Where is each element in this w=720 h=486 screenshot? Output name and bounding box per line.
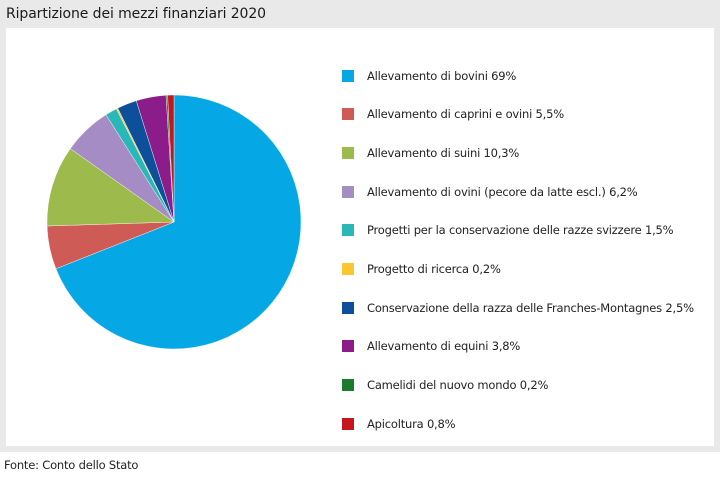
legend-item-1: Allevamento di bovini 69%	[342, 64, 712, 87]
legend-item-7: Conservazione della razza delle Franches…	[342, 296, 712, 319]
chart-legend: Allevamento di bovini 69% Allevamento di …	[342, 64, 712, 451]
pie-chart	[46, 94, 302, 350]
legend-label: Camelidi del nuovo mondo 0,2%	[367, 378, 549, 392]
legend-label: Progetto di ricerca 0,2%	[367, 261, 501, 276]
legend-item-2: Allevamento di caprini e ovini 5,5%	[342, 103, 712, 126]
legend-item-9: Camelidi del nuovo mondo 0,2%	[342, 374, 712, 397]
legend-label: Allevamento di caprini e ovini 5,5%	[367, 107, 564, 122]
legend-label: Allevamento di ovini (pecore da latte es…	[367, 184, 638, 199]
legend-swatch	[342, 185, 354, 198]
legend-swatch	[342, 340, 354, 353]
legend-item-3: Allevamento di suini 10,3%	[342, 141, 712, 164]
legend-item-10: Apicoltura 0,8%	[342, 412, 712, 435]
legend-swatch	[342, 379, 354, 391]
legend-swatch	[342, 417, 354, 430]
legend-swatch	[342, 146, 354, 159]
chart-panel: Allevamento di bovini 69% Allevamento di …	[6, 28, 714, 446]
legend-swatch	[342, 108, 354, 121]
source-note: Fonte: Conto dello Stato	[4, 458, 139, 472]
legend-label: Allevamento di bovini 69%	[367, 68, 517, 83]
pie-slice-1	[55, 94, 302, 350]
legend-label: Apicoltura 0,8%	[367, 416, 456, 431]
legend-item-4: Allevamento di ovini (pecore da latte es…	[342, 180, 712, 203]
legend-label: Allevamento di equini 3,8%	[367, 339, 521, 354]
legend-label: Progetti per la conservazione delle razz…	[367, 223, 674, 238]
legend-label: Conservazione della razza delle Franches…	[367, 300, 694, 315]
legend-swatch	[342, 224, 354, 237]
chart-frame: Ripartizione dei mezzi finanziari 2020 A…	[0, 0, 720, 452]
legend-swatch	[342, 301, 354, 314]
chart-title: Ripartizione dei mezzi finanziari 2020	[6, 6, 266, 22]
legend-swatch	[342, 69, 354, 82]
legend-item-5: Progetti per la conservazione delle razz…	[342, 219, 712, 242]
pie-slice-10	[167, 94, 175, 223]
legend-label: Allevamento di suini 10,3%	[367, 145, 520, 160]
legend-item-6: Progetto di ricerca 0,2%	[342, 257, 712, 280]
legend-swatch	[342, 262, 354, 275]
pie-slice-3	[46, 148, 175, 227]
legend-item-8: Allevamento di equini 3,8%	[342, 335, 712, 358]
